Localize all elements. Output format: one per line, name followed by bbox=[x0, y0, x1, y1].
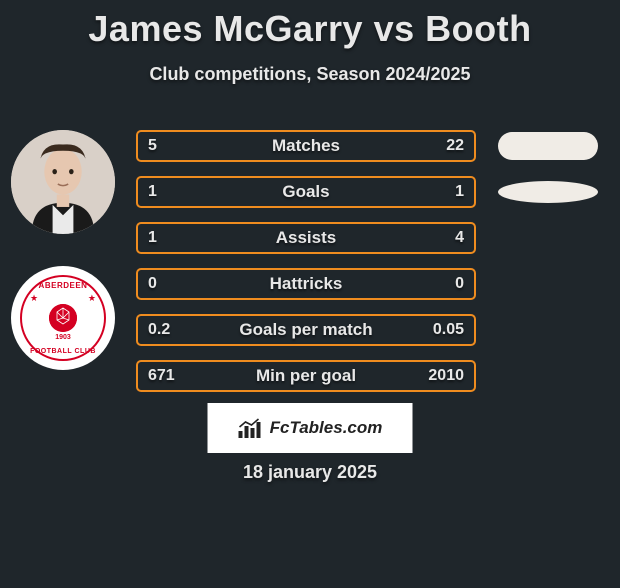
comparison-pill bbox=[498, 132, 598, 160]
player1-avatar bbox=[11, 130, 115, 234]
stat-row-mpg: 671 Min per goal 2010 bbox=[136, 360, 476, 392]
stat-label: Hattricks bbox=[198, 274, 414, 294]
stat-label: Min per goal bbox=[198, 366, 414, 386]
stat-label: Goals per match bbox=[198, 320, 414, 340]
avatar-column: ABERDEEN ★ ★ 1903 FOOTBALL CLUB bbox=[8, 130, 118, 370]
stat-left-value: 0.2 bbox=[138, 321, 198, 339]
stat-left-value: 1 bbox=[138, 229, 198, 247]
comparison-pill bbox=[498, 181, 598, 203]
crest-year: 1903 bbox=[55, 334, 71, 341]
stat-left-value: 671 bbox=[138, 367, 198, 385]
crest-ball-icon bbox=[49, 304, 77, 332]
watermark: FcTables.com bbox=[208, 403, 413, 453]
stat-left-value: 5 bbox=[138, 137, 198, 155]
date-label: 18 january 2025 bbox=[243, 462, 377, 483]
stat-row-goals: 1 Goals 1 bbox=[136, 176, 476, 208]
stat-right-value: 22 bbox=[414, 137, 474, 155]
star-icon: ★ bbox=[30, 293, 38, 304]
stat-row-gpm: 0.2 Goals per match 0.05 bbox=[136, 314, 476, 346]
stat-label: Goals bbox=[198, 182, 414, 202]
watermark-text: FcTables.com bbox=[270, 418, 383, 438]
stat-right-value: 1 bbox=[414, 183, 474, 201]
stat-row-hattricks: 0 Hattricks 0 bbox=[136, 268, 476, 300]
stat-right-value: 0.05 bbox=[414, 321, 474, 339]
stat-label: Matches bbox=[198, 136, 414, 156]
crest-top-text: ABERDEEN bbox=[39, 281, 88, 290]
stats-container: 5 Matches 22 1 Goals 1 1 Assists 4 0 Hat… bbox=[136, 130, 476, 392]
page-title: James McGarry vs Booth bbox=[0, 8, 620, 50]
stat-left-value: 0 bbox=[138, 275, 198, 293]
player2-crest: ABERDEEN ★ ★ 1903 FOOTBALL CLUB bbox=[11, 266, 115, 370]
stat-label: Assists bbox=[198, 228, 414, 248]
stat-right-value: 0 bbox=[414, 275, 474, 293]
chart-icon bbox=[238, 417, 264, 439]
stat-row-assists: 1 Assists 4 bbox=[136, 222, 476, 254]
person-icon bbox=[11, 130, 115, 234]
stat-right-value: 4 bbox=[414, 229, 474, 247]
stat-right-value: 2010 bbox=[414, 367, 474, 385]
subtitle: Club competitions, Season 2024/2025 bbox=[0, 64, 620, 85]
stat-row-matches: 5 Matches 22 bbox=[136, 130, 476, 162]
crest-bottom-text: FOOTBALL CLUB bbox=[30, 348, 96, 355]
pill-column bbox=[488, 130, 608, 208]
stat-left-value: 1 bbox=[138, 183, 198, 201]
star-icon: ★ bbox=[88, 293, 96, 304]
